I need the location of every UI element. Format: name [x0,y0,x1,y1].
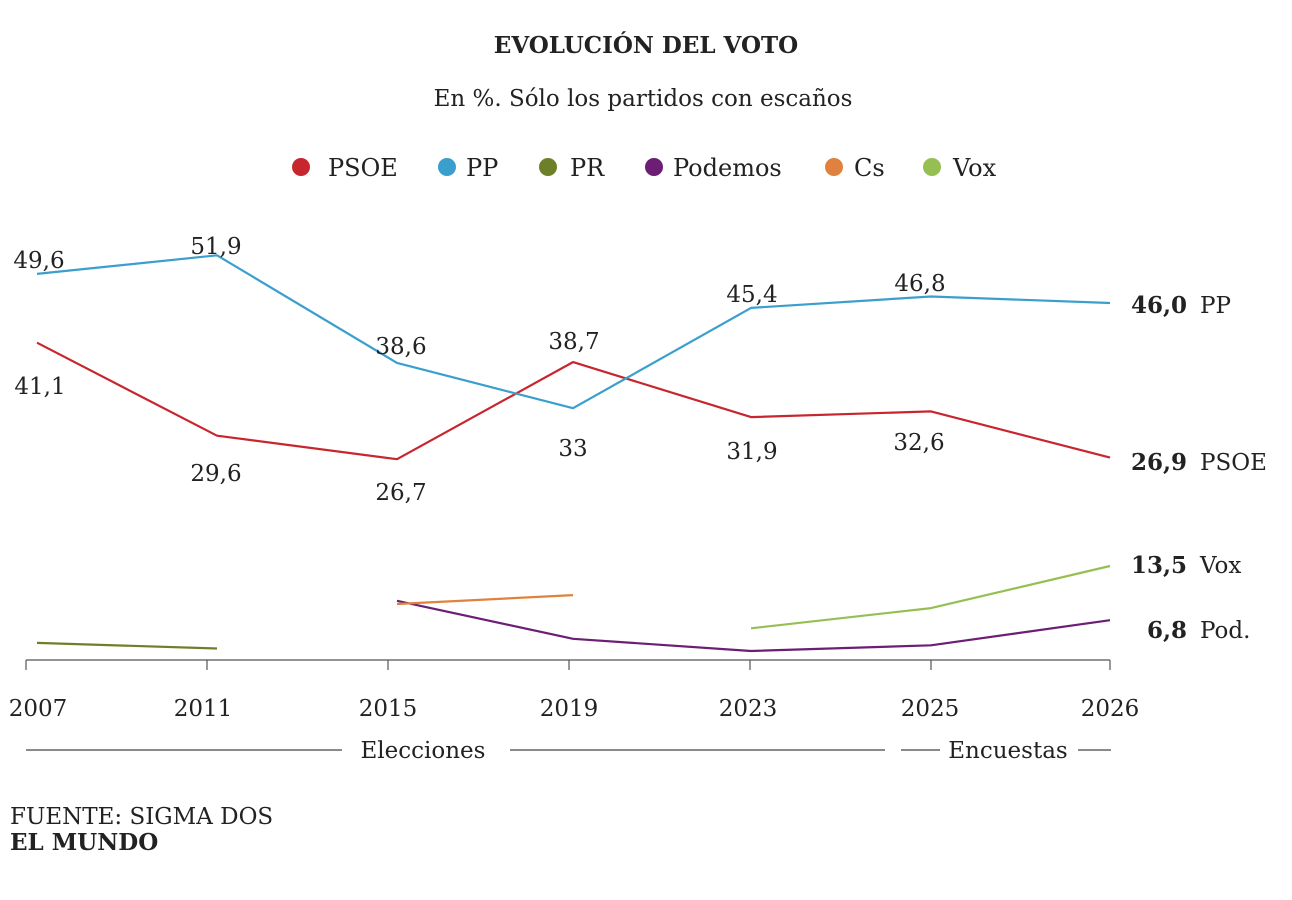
end-name-vox: Vox [1199,553,1241,579]
end-name-podemos: Pod. [1200,618,1250,644]
x-tick-label-2025: 2025 [901,696,960,722]
legend-dot-cs [825,158,843,176]
chart-title: EVOLUCIÓN DEL VOTO [494,32,798,59]
legend-dot-pr [539,158,557,176]
legend-dot-pp [438,158,456,176]
data-label-pp-2025: 46,8 [894,271,945,297]
x-tick-label-2007: 2007 [9,696,68,722]
end-name-pp: PP [1200,293,1231,319]
data-label-psoe-2015: 26,7 [375,480,426,506]
series-line-cs [396,594,574,606]
period-label-1: Encuestas [948,738,1067,764]
end-value-pp: 46,0 [1131,292,1187,319]
x-tick-label-2015: 2015 [359,696,418,722]
x-axis: 2007 2011 2015 2019 2023 2025 2026 [9,659,1140,722]
legend: PSOE PP PR Podemos Cs Vox [292,154,997,182]
chart-subtitle: En %. Sólo los partidos con escaños [434,86,853,112]
data-label-psoe-2007: 41,1 [14,374,65,400]
legend-label-psoe: PSOE [328,154,398,182]
series-line-pp [36,254,1111,410]
data-label-psoe-2011: 29,6 [190,461,241,487]
legend-label-cs: Cs [854,154,885,182]
data-labels: 41,1 29,6 26,7 38,7 31,9 32,6 49,6 51,9 38,6 33 45… [13,234,945,506]
data-label-psoe-2019: 38,7 [548,329,599,355]
data-label-psoe-2023: 31,9 [726,439,777,465]
end-value-vox: 13,5 [1131,552,1187,579]
x-tick-label-2011: 2011 [174,696,233,722]
period-label-0: Elecciones [361,738,486,764]
data-label-pp-2011: 51,9 [190,234,241,260]
series-line-podemos [396,599,1111,653]
data-label-pp-2015: 38,6 [375,334,426,360]
series-line-pr [36,641,218,650]
legend-label-vox: Vox [952,154,997,182]
data-label-pp-2007: 49,6 [13,248,64,274]
legend-dot-vox [923,158,941,176]
series-line-psoe [36,341,1111,461]
data-label-psoe-2025: 32,6 [893,430,944,456]
x-tick-label-2023: 2023 [719,696,778,722]
end-value-podemos: 6,8 [1147,617,1187,644]
source-note: FUENTE: SIGMA DOS [10,804,274,830]
legend-dot-podemos [645,158,663,176]
legend-label-pp: PP [466,154,498,182]
period-bar: Elecciones Encuestas [26,738,1111,764]
legend-label-pr: PR [570,154,605,182]
x-tick-label-2019: 2019 [540,696,599,722]
x-tick-label-2026: 2026 [1081,696,1140,722]
data-label-pp-2023: 45,4 [726,282,777,308]
legend-dot-psoe [292,158,310,176]
series-lines [36,254,1111,653]
end-value-psoe: 26,9 [1131,449,1187,476]
end-labels: 26,9 PSOE 46,0 PP 6,8 Pod. 13,5 Vox [1131,292,1267,644]
brand-name: EL MUNDO [10,829,159,856]
legend-label-podemos: Podemos [673,154,782,182]
data-label-pp-2019: 33 [558,436,587,462]
end-name-psoe: PSOE [1200,450,1267,476]
series-line-vox [750,564,1111,630]
